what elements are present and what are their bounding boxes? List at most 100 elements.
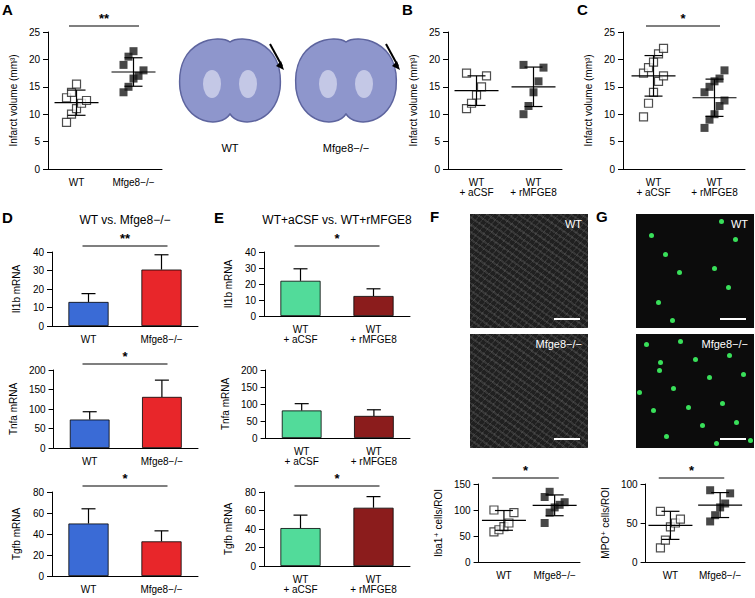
svg-text:0: 0: [38, 571, 44, 582]
svg-text:150: 150: [29, 384, 46, 395]
svg-text:+ rMFGE8: + rMFGE8: [350, 334, 397, 345]
svg-text:200: 200: [241, 365, 258, 376]
svg-text:Tnfa mRNA: Tnfa mRNA: [220, 378, 231, 431]
svg-text:25: 25: [604, 27, 616, 38]
svg-text:100: 100: [29, 404, 46, 415]
svg-text:50: 50: [459, 531, 471, 542]
svg-text:50: 50: [626, 518, 638, 529]
svg-text:Mfge8−/−: Mfge8−/−: [112, 177, 154, 188]
svg-text:E: E: [214, 209, 224, 226]
svg-text:D: D: [2, 209, 13, 226]
svg-text:+ rMFGE8: + rMFGE8: [351, 456, 398, 467]
svg-text:30: 30: [245, 263, 257, 274]
svg-text:0: 0: [40, 443, 46, 454]
svg-text:+ aCSF: + aCSF: [285, 456, 319, 467]
svg-text:40: 40: [33, 247, 45, 258]
svg-text:Infarct volume (mm³): Infarct volume (mm³): [8, 54, 19, 146]
svg-text:B: B: [402, 1, 413, 18]
svg-text:20: 20: [429, 54, 441, 65]
svg-text:40: 40: [245, 247, 257, 258]
svg-text:*: *: [122, 471, 128, 486]
svg-text:Iba1⁺ cells/ROI: Iba1⁺ cells/ROI: [433, 489, 444, 557]
svg-text:WT: WT: [663, 570, 679, 581]
svg-text:WT: WT: [81, 584, 97, 595]
svg-text:10: 10: [604, 109, 616, 120]
svg-text:C: C: [577, 1, 588, 18]
svg-text:25: 25: [429, 27, 441, 38]
svg-text:Tnfa mRNA: Tnfa mRNA: [8, 383, 19, 436]
svg-text:10: 10: [245, 295, 257, 306]
svg-text:100: 100: [241, 399, 258, 410]
svg-text:40: 40: [33, 529, 45, 540]
svg-text:60: 60: [245, 505, 257, 516]
svg-text:A: A: [2, 1, 13, 18]
svg-text:80: 80: [33, 487, 45, 498]
svg-text:*: *: [334, 471, 340, 486]
svg-text:+ aCSF: + aCSF: [283, 334, 317, 345]
svg-text:Mfge8−/−: Mfge8−/−: [141, 456, 183, 467]
svg-text:15: 15: [429, 81, 441, 92]
svg-text:20: 20: [33, 550, 45, 561]
svg-text:15: 15: [29, 81, 41, 92]
svg-text:25: 25: [29, 27, 41, 38]
svg-text:Infarct volume (mm³): Infarct volume (mm³): [583, 54, 594, 146]
svg-text:200: 200: [29, 365, 46, 376]
svg-text:Mfge8−/−: Mfge8−/−: [140, 584, 182, 595]
svg-text:10: 10: [429, 109, 441, 120]
svg-text:*: *: [334, 231, 340, 246]
svg-text:0: 0: [250, 561, 256, 572]
svg-text:10: 10: [33, 302, 45, 313]
svg-text:WT: WT: [69, 177, 85, 188]
svg-text:WT: WT: [496, 570, 512, 581]
svg-text:+ aCSF: + aCSF: [636, 187, 670, 198]
svg-text:0: 0: [465, 557, 471, 568]
svg-text:Infarct volume (mm³): Infarct volume (mm³): [408, 54, 419, 146]
svg-text:0: 0: [38, 321, 44, 332]
svg-text:WT+aCSF vs. WT+rMFGE8: WT+aCSF vs. WT+rMFGE8: [262, 213, 412, 227]
svg-text:10: 10: [29, 109, 41, 120]
svg-text:Il1b mRNA: Il1b mRNA: [223, 260, 234, 309]
svg-text:WT: WT: [82, 456, 98, 467]
svg-text:+ rMFGE8: + rMFGE8: [350, 584, 397, 595]
svg-text:50: 50: [34, 423, 46, 434]
svg-text:Mfge8−/−: Mfge8−/−: [699, 570, 741, 581]
svg-text:20: 20: [29, 54, 41, 65]
svg-text:*: *: [122, 349, 128, 364]
svg-text:50: 50: [246, 416, 258, 427]
svg-text:WT: WT: [81, 334, 97, 345]
svg-text:5: 5: [609, 136, 615, 147]
svg-text:20: 20: [33, 284, 45, 295]
svg-text:*: *: [689, 463, 695, 478]
svg-text:MPO⁺ cells/ROI: MPO⁺ cells/ROI: [600, 487, 611, 558]
svg-text:100: 100: [454, 505, 471, 516]
svg-text:80: 80: [245, 487, 257, 498]
svg-text:**: **: [99, 11, 110, 26]
svg-text:150: 150: [454, 479, 471, 490]
svg-text:150: 150: [241, 382, 258, 393]
svg-text:Mfge8−/−: Mfge8−/−: [140, 334, 182, 345]
svg-text:*: *: [680, 11, 686, 26]
svg-text:0: 0: [632, 557, 638, 568]
svg-text:Mfge8−/−: Mfge8−/−: [534, 570, 576, 581]
svg-text:20: 20: [604, 54, 616, 65]
svg-text:40: 40: [245, 524, 257, 535]
svg-text:Il1b mRNA: Il1b mRNA: [11, 265, 22, 314]
svg-text:+ rMFGE8: + rMFGE8: [691, 187, 738, 198]
svg-text:+ rMFGE8: + rMFGE8: [510, 187, 557, 198]
svg-text:15: 15: [604, 81, 616, 92]
svg-text:20: 20: [245, 542, 257, 553]
svg-text:0: 0: [609, 164, 615, 175]
svg-text:0: 0: [250, 311, 256, 322]
svg-text:*: *: [523, 463, 529, 478]
svg-text:0: 0: [434, 164, 440, 175]
svg-text:WT vs. Mfge8−/−: WT vs. Mfge8−/−: [79, 213, 170, 227]
svg-text:5: 5: [34, 136, 40, 147]
svg-text:+ aCSF: + aCSF: [459, 187, 493, 198]
svg-text:100: 100: [621, 479, 638, 490]
svg-text:20: 20: [245, 279, 257, 290]
svg-text:Tgfb mRNA: Tgfb mRNA: [223, 503, 234, 556]
svg-text:60: 60: [33, 508, 45, 519]
svg-text:**: **: [120, 231, 131, 246]
svg-text:5: 5: [434, 136, 440, 147]
svg-text:0: 0: [252, 433, 258, 444]
